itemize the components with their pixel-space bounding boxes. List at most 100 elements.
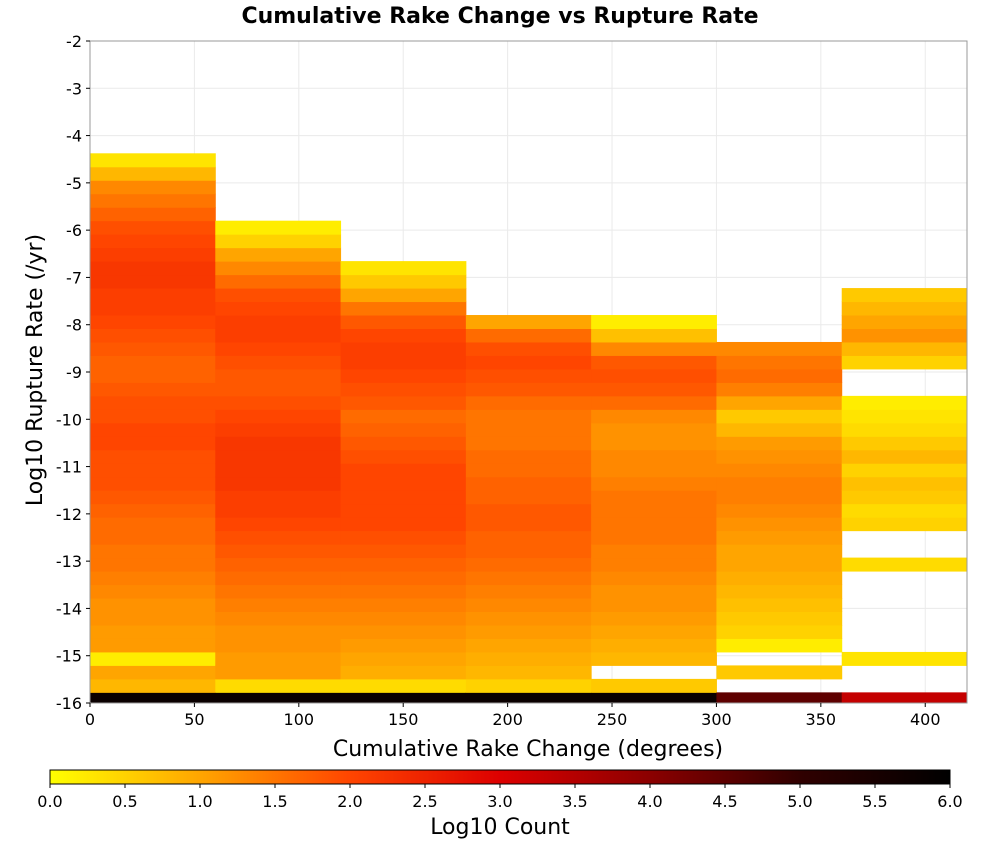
heatmap-cell	[90, 490, 216, 505]
heatmap-cell	[591, 611, 717, 626]
heatmap-cell	[465, 503, 592, 518]
heatmap-cell	[340, 490, 467, 505]
heatmap-cell	[90, 207, 216, 222]
heatmap-cell	[465, 544, 592, 559]
heatmap-cell	[90, 409, 216, 424]
heatmap-cell	[90, 476, 216, 491]
heatmap-cell	[465, 611, 592, 626]
colorbar-tick-label: 6.0	[937, 792, 962, 811]
x-tick-label: 100	[284, 710, 315, 729]
x-tick-label: 0	[85, 710, 95, 729]
heatmap-cell	[215, 247, 342, 262]
heatmap-cell	[340, 315, 467, 329]
heatmap-cell	[591, 422, 717, 437]
heatmap-cell	[340, 422, 467, 437]
heatmap-cell	[340, 598, 467, 613]
heatmap-cell	[716, 557, 843, 572]
heatmap-cell	[841, 341, 968, 356]
heatmap-cell	[716, 638, 843, 653]
heatmap-cell	[90, 153, 216, 168]
heatmap-cell	[215, 449, 342, 464]
heatmap-cell	[716, 665, 843, 680]
heatmap-cell	[465, 557, 592, 572]
heatmap-cell	[465, 490, 592, 505]
heatmap-cell	[465, 665, 592, 680]
x-tick-label: 250	[597, 710, 628, 729]
heatmap-cells	[90, 153, 968, 704]
heatmap-cell	[591, 436, 717, 451]
colorbar-tick-label: 1.0	[187, 792, 212, 811]
heatmap-cell	[90, 422, 216, 437]
heatmap-cell	[340, 395, 467, 410]
heatmap-cell	[215, 463, 342, 478]
heatmap-cell	[841, 436, 968, 451]
heatmap-cell	[90, 517, 216, 532]
heatmap-cell	[591, 503, 717, 518]
heatmap-cell	[716, 341, 843, 356]
heatmap-cell	[90, 315, 216, 329]
heatmap-cell	[340, 409, 467, 424]
heatmap-cell	[591, 544, 717, 559]
heatmap-cell	[340, 463, 467, 478]
heatmap-cell	[465, 449, 592, 464]
heatmap-cell	[841, 503, 968, 518]
heatmap-cell	[465, 584, 592, 599]
heatmap-cell	[215, 234, 342, 249]
heatmap-cell	[215, 503, 342, 518]
heatmap-cell	[841, 422, 968, 437]
heatmap-cell	[465, 463, 592, 478]
heatmap-cell	[340, 476, 467, 491]
heatmap-cell	[716, 530, 843, 545]
heatmap-cell	[90, 584, 216, 599]
heatmap-cell	[716, 449, 843, 464]
heatmap-cell	[215, 436, 342, 451]
heatmap-cell	[90, 166, 216, 181]
heatmap-cell	[215, 624, 342, 639]
heatmap-cell	[90, 234, 216, 249]
heatmap-cell	[716, 692, 843, 704]
heatmap-cell	[716, 517, 843, 532]
y-tick-label: -7	[66, 268, 82, 287]
heatmap-cell	[716, 490, 843, 505]
heatmap-cell	[215, 517, 342, 532]
heatmap-cell	[716, 436, 843, 451]
heatmap-cell	[841, 409, 968, 424]
heatmap-cell	[465, 315, 592, 329]
heatmap-cell	[465, 571, 592, 586]
y-tick-label: -2	[66, 32, 82, 51]
heatmap-cell	[465, 436, 592, 451]
heatmap-cell	[90, 665, 216, 680]
heatmap-cell	[716, 584, 843, 599]
heatmap-cell	[90, 395, 216, 410]
y-tick-label: -12	[56, 505, 82, 524]
heatmap-cell	[340, 692, 467, 704]
x-tick-label: 50	[184, 710, 204, 729]
colorbar-tick-label: 3.5	[562, 792, 587, 811]
heatmap-cell	[340, 288, 467, 303]
heatmap-cell	[591, 598, 717, 613]
heatmap-cell	[340, 449, 467, 464]
heatmap-cell	[215, 611, 342, 626]
heatmap-cell	[841, 315, 968, 329]
heatmap-cell	[591, 355, 717, 370]
heatmap-cell	[340, 544, 467, 559]
heatmap-cell	[716, 624, 843, 639]
heatmap-cell	[716, 395, 843, 410]
heatmap-cell	[90, 180, 216, 195]
heatmap-cell	[841, 355, 968, 370]
y-tick-label: -6	[66, 221, 82, 240]
heatmap-cell	[90, 503, 216, 518]
heatmap-cell	[591, 449, 717, 464]
heatmap-cell	[340, 503, 467, 518]
x-axis-label: Cumulative Rake Change (degrees)	[333, 737, 723, 762]
heatmap-cell	[215, 315, 342, 329]
heatmap-cell	[215, 328, 342, 343]
heatmap-cell	[90, 611, 216, 626]
heatmap-cell	[215, 651, 342, 666]
heatmap-cell	[716, 544, 843, 559]
y-axis-ticks: -2 -3 -4 -5 -6 -7 -8 -9 -10 -11 -12 -13 -14 -15 -16	[56, 32, 90, 713]
heatmap-cell	[215, 544, 342, 559]
heatmap-cell	[841, 490, 968, 505]
heatmap-cell	[215, 382, 342, 397]
